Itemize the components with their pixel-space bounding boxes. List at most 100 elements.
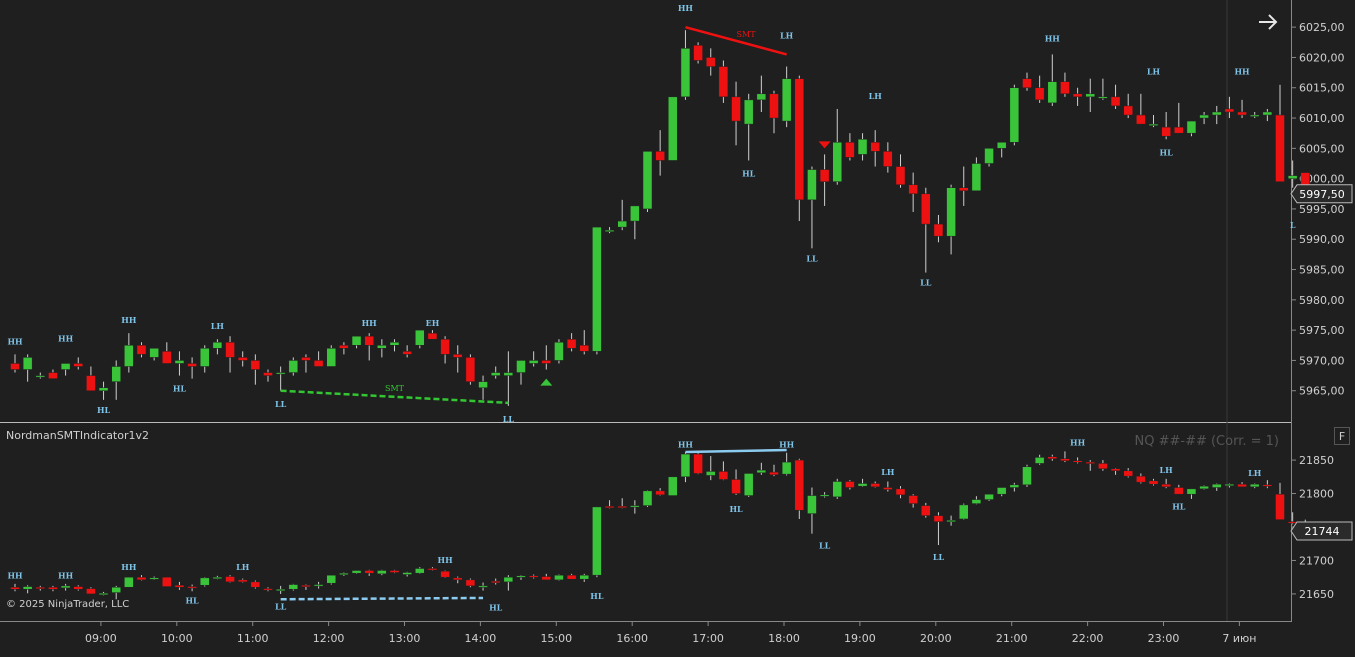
y-tick-label: 5965,00 [1299, 385, 1345, 398]
candle-body [1275, 114, 1285, 182]
candle-body [136, 576, 147, 581]
candle-body [212, 342, 223, 349]
last-value-text: 5997,50 [1299, 188, 1345, 201]
candle-body [971, 163, 982, 192]
x-tick-label: 18:00 [768, 632, 800, 645]
candle-body [1072, 460, 1083, 463]
y-tick-label: 6005,00 [1299, 142, 1345, 155]
candle-body [1123, 105, 1133, 116]
candle-body [377, 345, 387, 349]
candle-body [10, 586, 20, 590]
smt-bottom-label: SMT [385, 384, 405, 393]
swing-label: HH [678, 3, 694, 13]
candle-body [794, 78, 805, 201]
y-tick-label: 5990,00 [1299, 233, 1345, 246]
candle-body [1047, 456, 1058, 459]
candle-body [1174, 126, 1184, 134]
swing-label: HH [1234, 67, 1250, 77]
candle-body [1060, 458, 1070, 461]
candle-body [642, 151, 653, 210]
candle-body [187, 363, 197, 367]
arrow-right-icon[interactable] [1256, 10, 1280, 34]
swing-label: LH [211, 321, 225, 331]
candle-body [35, 375, 46, 378]
x-tick-label: 7 июн [1222, 632, 1256, 645]
candle-body [174, 360, 185, 364]
candle-body [1009, 484, 1020, 488]
y-tick-label: 21800 [1299, 488, 1334, 501]
swing-label: LL [819, 540, 831, 550]
y-tick-label: 6010,00 [1299, 112, 1345, 125]
candle-body [503, 372, 514, 376]
candle-body [883, 151, 893, 167]
candle-body [655, 490, 665, 496]
candle-body [630, 505, 640, 508]
x-tick-label: 21:00 [996, 632, 1028, 645]
candle-body [48, 586, 58, 590]
candle-body [1186, 488, 1197, 495]
candle-body [743, 473, 754, 496]
candle-body [1034, 87, 1045, 101]
candle-body [630, 205, 640, 222]
candle-body [339, 572, 349, 575]
swing-label: L [1290, 220, 1296, 230]
candle-body [111, 586, 121, 593]
candle-body [402, 572, 412, 575]
candle-body [680, 453, 691, 478]
candle-body [1098, 463, 1108, 470]
candle-body [592, 226, 602, 352]
candle-body [1034, 457, 1045, 464]
candle-body [554, 574, 564, 581]
f-button[interactable]: F [1334, 427, 1350, 445]
candle-body [1237, 111, 1247, 116]
y-tick-label: 6020,00 [1299, 51, 1345, 64]
candle-body [187, 586, 197, 589]
candle-body [453, 577, 463, 581]
candle-body [1047, 81, 1058, 104]
swing-label: HL [186, 595, 200, 605]
candle-body [1072, 93, 1083, 98]
candle-body [1237, 483, 1247, 488]
candle-body [1186, 120, 1197, 134]
candle-body [389, 570, 400, 573]
swing-label: HL [729, 504, 743, 514]
candle-body [718, 471, 729, 480]
candle-body [440, 338, 450, 355]
candle-body [111, 366, 121, 382]
candle-body [402, 351, 412, 355]
candle-body [642, 490, 653, 506]
indicator-name: NordmanSMTIndicator1v2 [6, 429, 150, 442]
candle-body [427, 568, 438, 571]
y-tick-label: 6025,00 [1299, 21, 1345, 34]
candle-body [326, 348, 336, 367]
x-tick-label: 12:00 [313, 632, 345, 645]
candle-body [1136, 114, 1146, 125]
candle-body [1085, 93, 1095, 98]
candle-body [1224, 483, 1235, 486]
candle-body [845, 481, 855, 488]
swing-label: HL [590, 591, 604, 601]
candle-body [377, 570, 387, 575]
swing-label: LH [1248, 468, 1262, 478]
candle-body [668, 476, 678, 496]
smt-top-line [685, 448, 787, 454]
candle-body [136, 345, 147, 355]
last-value-text: 21744 [1305, 525, 1340, 538]
swing-label: EH [426, 318, 440, 328]
candle-body [579, 345, 589, 352]
swing-label: HH [1045, 33, 1061, 43]
candle-body [883, 487, 893, 490]
swing-label: LL [933, 552, 945, 562]
x-tick-label: 22:00 [1072, 632, 1104, 645]
x-tick-label: 15:00 [540, 632, 572, 645]
candle-body [22, 357, 33, 370]
candle-body [1212, 111, 1222, 116]
candle-body [301, 357, 311, 361]
candle-body [364, 335, 374, 346]
swing-label: HH [58, 333, 74, 343]
y-tick-label: 5985,00 [1299, 264, 1345, 277]
candle-body [984, 148, 994, 164]
candle-body [263, 372, 273, 376]
